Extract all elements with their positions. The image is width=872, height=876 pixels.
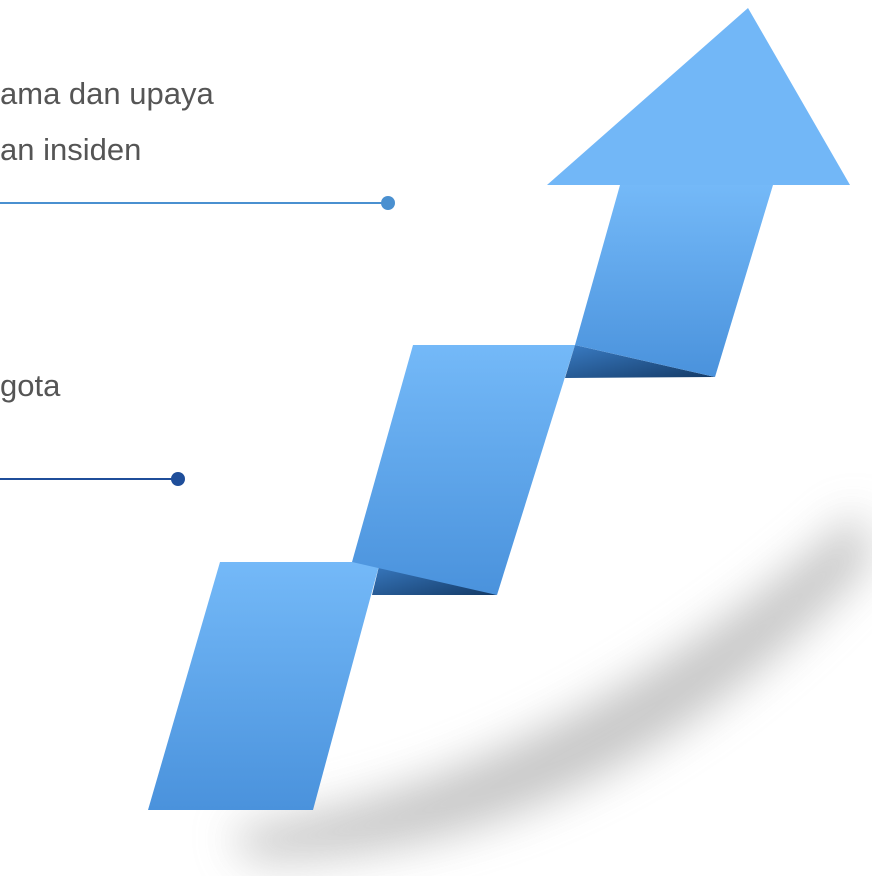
- divider-dot: [171, 472, 185, 486]
- divider-dot: [381, 196, 395, 210]
- arrow-step: [575, 185, 773, 377]
- arrow-step: [352, 345, 575, 595]
- slide: ama dan upaya an insiden gota: [0, 0, 872, 876]
- arrow-step: [148, 562, 380, 810]
- item-text: gota: [0, 368, 61, 403]
- item-text: ama dan upaya: [0, 76, 214, 111]
- item-text: an insiden: [0, 132, 141, 167]
- arrow-head: [547, 8, 850, 185]
- slide-graphics: ama dan upaya an insiden gota: [0, 0, 872, 876]
